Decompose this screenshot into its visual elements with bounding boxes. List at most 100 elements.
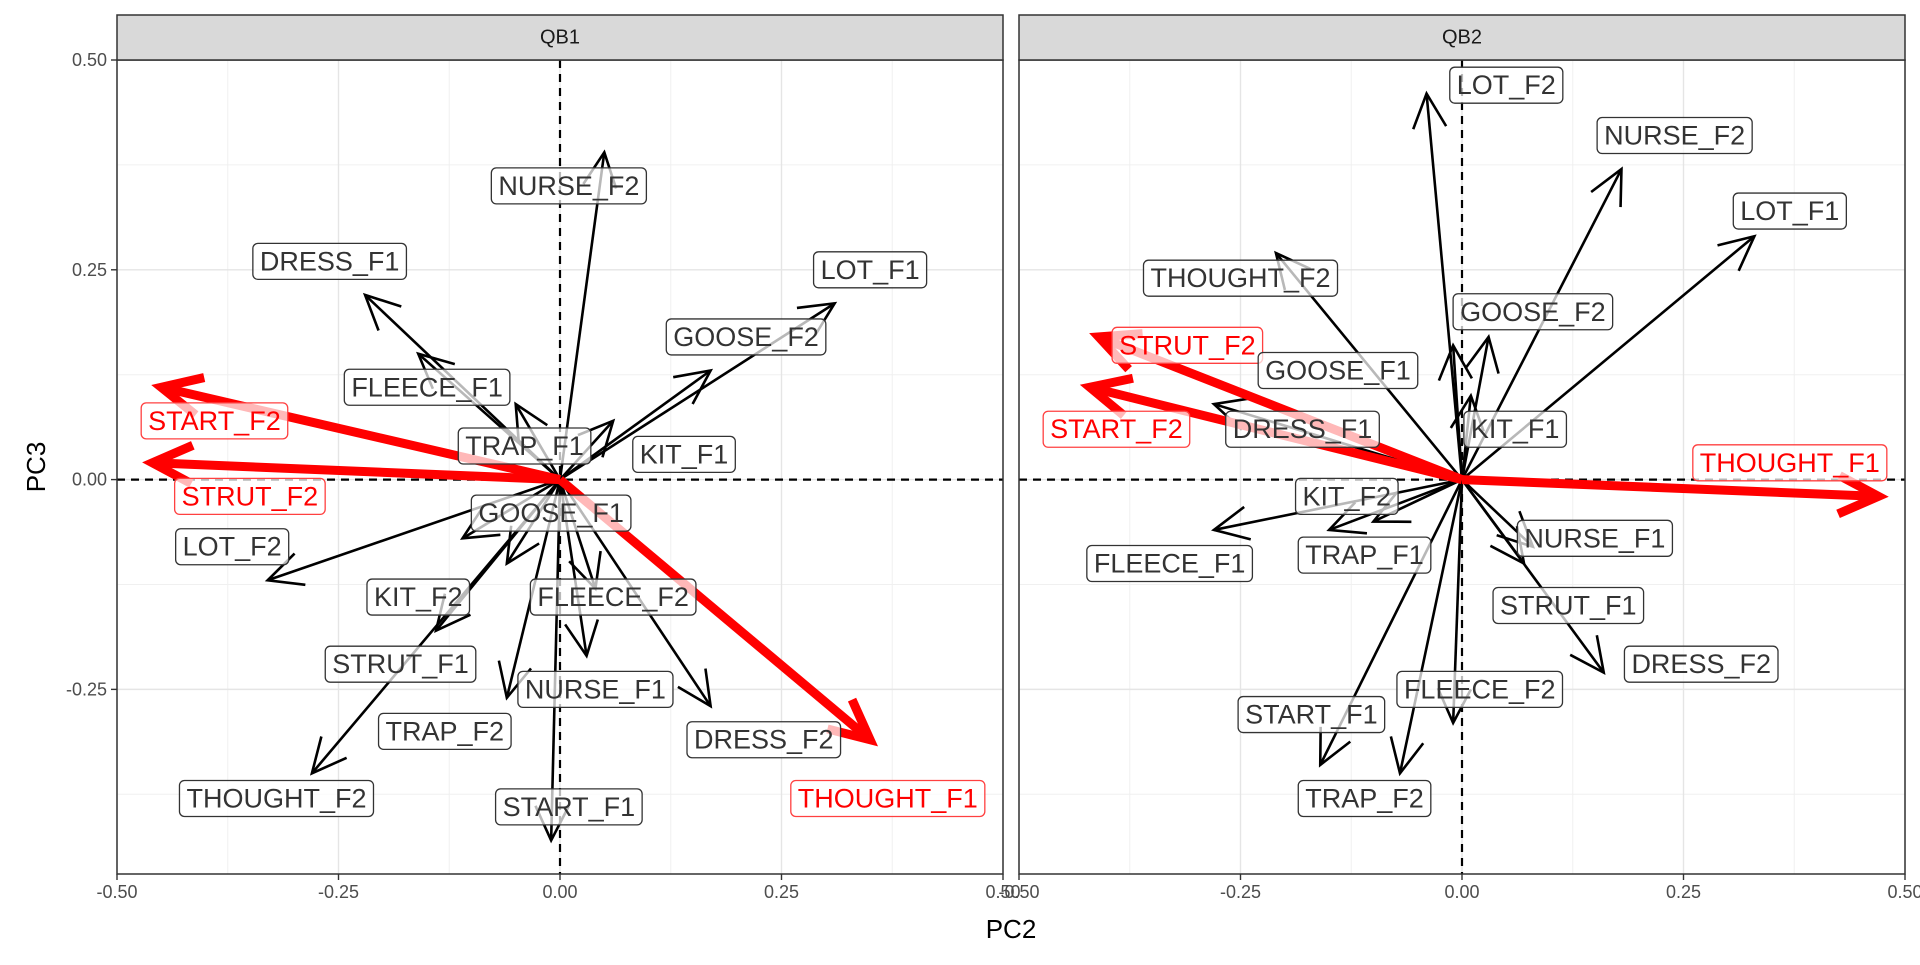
arrow-lot-f2	[1412, 90, 1464, 480]
arrow-head	[142, 441, 195, 488]
arrow-label: THOUGHT_F1	[798, 783, 978, 813]
label-box	[529, 578, 697, 616]
arrow-label: FLEECE_F2	[537, 582, 689, 612]
label-box	[1692, 444, 1888, 482]
label-box	[252, 242, 408, 281]
arrow-label: STRUT_F1	[332, 649, 469, 679]
y-tick-label: -0.25	[66, 679, 107, 699]
arrow-label: DRESS_F2	[1631, 649, 1771, 679]
arrow-shaft	[1461, 475, 1879, 501]
y-tick-label: 0.50	[72, 50, 107, 70]
label-nurse-f2: NURSE_F2	[1596, 116, 1753, 155]
arrow-label: KIT_F1	[1471, 414, 1560, 444]
label-box	[1623, 645, 1779, 683]
arrow-label: START_F2	[1050, 414, 1183, 444]
label-box	[1111, 326, 1264, 364]
arrow-head	[1590, 166, 1623, 208]
arrow-label: THOUGHT_F2	[1150, 263, 1330, 293]
label-start-f1: START_F1	[494, 788, 643, 826]
arrow-label: KIT_F2	[374, 582, 463, 612]
label-box	[457, 427, 592, 465]
panel-qb1: NURSE_F2 DRESS_F1 LOT_F1 GOOSE_F2 FLEECE_F1 S…	[66, 14, 1021, 902]
arrow-label: TRAP_F1	[1305, 540, 1424, 570]
label-kit-f2: KIT_F2	[366, 578, 471, 616]
label-box	[1463, 410, 1568, 448]
label-dress-f1: DRESS_F1	[252, 242, 408, 281]
x-tick-label: -0.50	[998, 882, 1039, 902]
arrow-head	[1210, 505, 1252, 541]
label-box	[490, 167, 648, 205]
label-box	[470, 494, 632, 532]
label-goose-f2: GOOSE_F2	[1452, 293, 1614, 331]
label-trap-f2: TRAP_F2	[377, 712, 512, 750]
label-thought-f1: THOUGHT_F1	[790, 779, 986, 818]
label-trap-f2: TRAP_F2	[1297, 779, 1432, 818]
x-tick-label: 0.00	[542, 882, 577, 902]
label-lot-f1: LOT_F1	[1732, 192, 1847, 230]
facet-strip	[116, 14, 1004, 61]
x-tick-label: 0.00	[1444, 882, 1479, 902]
label-box	[173, 477, 326, 516]
label-trap-f1: TRAP_F1	[1297, 536, 1432, 574]
label-box	[1449, 66, 1564, 104]
label-box	[517, 670, 674, 709]
arrow-shaft	[1451, 345, 1464, 480]
label-strut-f2: STRUT_F2	[1111, 326, 1264, 364]
label-box	[1257, 351, 1419, 390]
arrow-strut-f2	[142, 441, 561, 488]
arrow-label: TRAP_F2	[1305, 783, 1424, 813]
label-box	[494, 788, 643, 826]
label-box	[1237, 695, 1386, 734]
arrow-shaft	[558, 152, 606, 480]
label-box	[1516, 519, 1674, 557]
arrow-label: TRAP_F1	[465, 431, 584, 461]
arrow-head	[1836, 471, 1889, 519]
label-box	[1396, 670, 1564, 709]
label-nurse-f2: NURSE_F2	[490, 167, 648, 205]
label-kit-f2: KIT_F2	[1294, 477, 1399, 516]
label-lot-f2: LOT_F2	[175, 528, 290, 566]
label-box	[1596, 116, 1753, 155]
label-thought-f1: THOUGHT_F1	[1692, 444, 1888, 482]
arrow-head	[1079, 373, 1134, 419]
label-box	[178, 779, 375, 818]
arrow-label: FLEECE_F2	[1404, 674, 1556, 704]
label-box	[1142, 259, 1339, 297]
arrow-thought-f1	[1461, 471, 1889, 519]
arrow-label: LOT_F1	[1740, 196, 1839, 226]
arrow-label: NURSE_F2	[1604, 121, 1745, 151]
arrow-label: START_F2	[148, 406, 281, 436]
arrow-head	[362, 292, 402, 331]
label-box	[632, 435, 736, 474]
arrow-label: THOUGHT_F1	[1700, 448, 1880, 478]
arrow-shaft	[1398, 479, 1464, 774]
arrow-head	[826, 697, 879, 747]
panel-qb2: LOT_F2 NURSE_F2 LOT_F1 THOUGHT_F2 GOOSE_F2 ST…	[998, 14, 1920, 902]
label-box	[1086, 544, 1254, 583]
label-box	[1452, 293, 1614, 331]
arrow-head	[309, 736, 348, 776]
label-fleece-f2: FLEECE_F2	[529, 578, 697, 616]
x-tick-label: 0.25	[764, 882, 799, 902]
arrow-label: THOUGHT_F2	[186, 783, 366, 813]
label-box	[790, 779, 986, 818]
y-tick-label: 0.25	[72, 260, 107, 280]
arrow-label: START_F1	[503, 792, 636, 822]
label-kit-f1: KIT_F1	[632, 435, 736, 474]
label-box	[175, 528, 290, 566]
label-fleece-f1: FLEECE_F1	[343, 368, 511, 406]
arrow-label: LOT_F2	[1457, 70, 1556, 100]
arrow-label: NURSE_F2	[498, 171, 639, 201]
arrow-label: GOOSE_F2	[673, 322, 819, 352]
arrow-label: GOOSE_F2	[1460, 297, 1606, 327]
label-fleece-f2: FLEECE_F2	[1396, 670, 1564, 709]
label-start-f1: START_F1	[1237, 695, 1386, 734]
label-thought-f2: THOUGHT_F2	[178, 779, 375, 818]
label-start-f2: START_F2	[1042, 410, 1191, 448]
arrow-label: STRUT_F1	[1500, 590, 1637, 620]
arrow-head	[1717, 234, 1757, 272]
arrow-head	[1569, 634, 1606, 676]
facet-strip-label: QB2	[1442, 27, 1482, 49]
